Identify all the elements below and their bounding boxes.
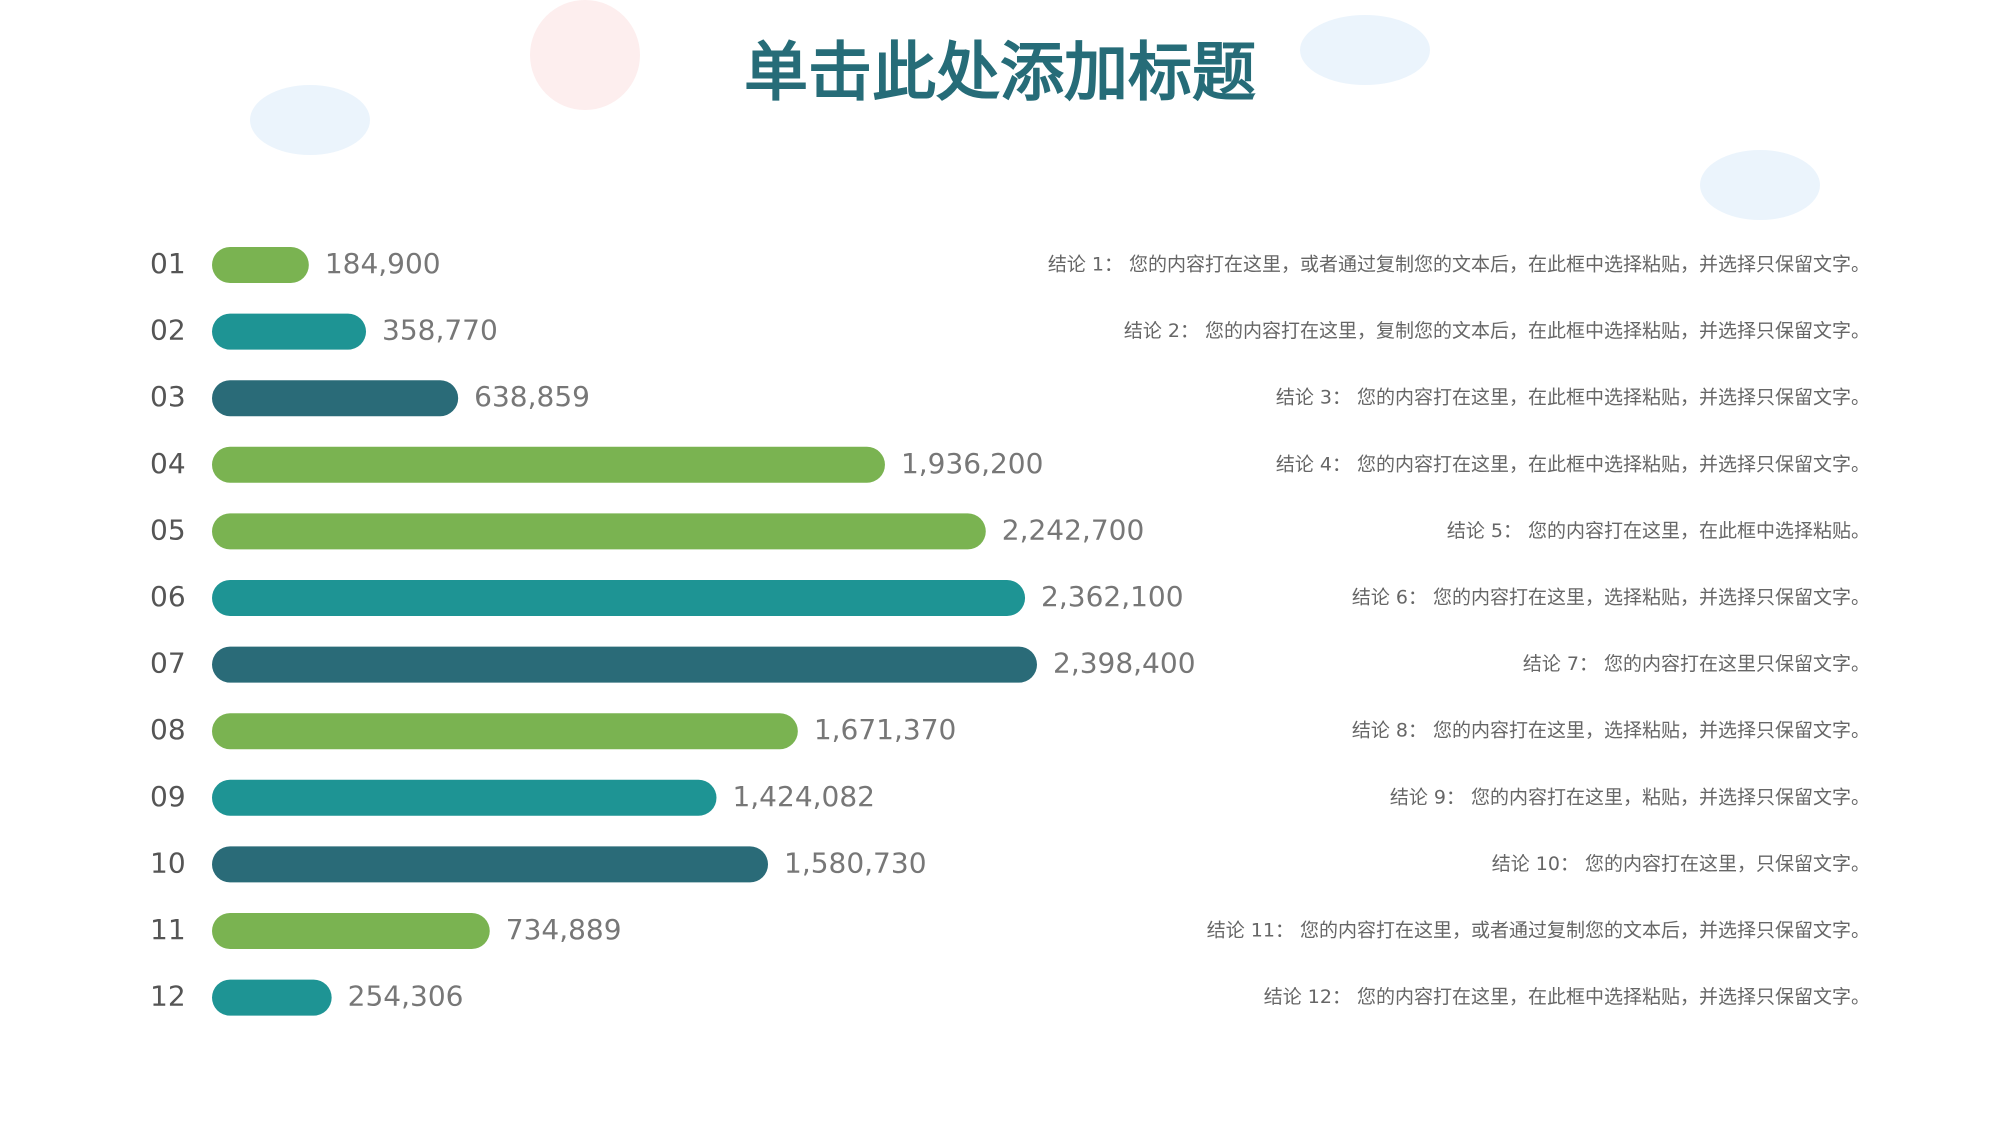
bar [212,779,717,816]
value-label: 1,580,730 [784,846,927,879]
value-label: 358,770 [382,314,498,347]
conclusion-text: 结论 9： 您的内容打在这里，粘贴，并选择只保留文字。 [1390,786,1870,808]
value-label: 254,306 [348,980,464,1013]
bar [212,247,309,283]
conclusion-text: 结论 10： 您的内容打在这里，只保留文字。 [1492,853,1870,875]
value-label: 2,362,100 [1041,580,1184,613]
conclusion-text: 结论 1： 您的内容打在这里，或者通过复制您的文本后，在此框中选择粘贴，并选择只… [1048,254,1870,276]
bar [212,380,459,417]
conclusion-text: 结论 3： 您的内容打在这里，在此框中选择粘贴，并选择只保留文字。 [1276,387,1870,409]
bar [212,313,367,350]
category-label: 11 [150,913,186,946]
category-label: 12 [150,980,186,1013]
value-label: 734,889 [506,913,622,946]
bar [212,646,1037,683]
conclusion-text: 结论 2： 您的内容打在这里，复制您的文本后，在此框中选择粘贴，并选择只保留文字… [1124,320,1870,342]
conclusion-text: 结论 7： 您的内容打在这里只保留文字。 [1523,653,1870,675]
conclusion-text: 结论 5： 您的内容打在这里，在此框中选择粘贴。 [1447,520,1870,542]
conclusion-text: 结论 8： 您的内容打在这里，选择粘贴，并选择只保留文字。 [1352,720,1870,742]
decoration [1700,150,1820,220]
bar [212,913,490,949]
bar [212,513,986,550]
category-label: 09 [150,780,186,813]
category-label: 02 [150,314,186,347]
decoration [1300,15,1430,85]
bar [212,979,332,1016]
value-label: 2,242,700 [1002,513,1145,546]
value-label: 184,900 [325,247,441,280]
category-label: 08 [150,713,186,746]
bar [212,446,885,483]
conclusion-text: 结论 6： 您的内容打在这里，选择粘贴，并选择只保留文字。 [1352,587,1870,609]
value-label: 1,671,370 [814,713,957,746]
category-label: 01 [150,247,186,280]
category-label: 04 [150,447,186,480]
category-label: 07 [150,647,186,680]
decoration [530,0,640,110]
decoration [250,85,370,155]
category-label: 05 [150,513,186,546]
category-label: 03 [150,380,186,413]
conclusion-text: 结论 4： 您的内容打在这里，在此框中选择粘贴，并选择只保留文字。 [1276,453,1870,475]
value-label: 638,859 [474,380,590,413]
bar [212,846,769,883]
bar [212,713,798,750]
value-label: 1,936,200 [901,447,1044,480]
bar [212,580,1026,616]
chart-title: 单击此处添加标题 [744,37,1256,111]
category-label: 06 [150,580,186,613]
value-label: 2,398,400 [1053,647,1196,680]
conclusion-text: 结论 12： 您的内容打在这里，在此框中选择粘贴，并选择只保留文字。 [1264,986,1870,1008]
category-label: 10 [150,846,186,879]
conclusion-text: 结论 11： 您的内容打在这里，或者通过复制您的文本后，并选择只保留文字。 [1207,920,1870,942]
value-label: 1,424,082 [732,780,875,813]
